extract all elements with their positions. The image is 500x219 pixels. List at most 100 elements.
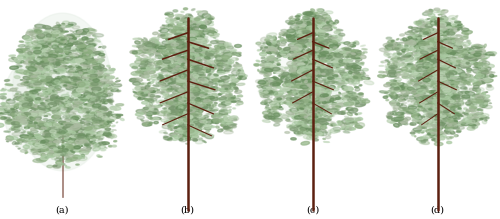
Ellipse shape xyxy=(260,70,266,73)
Ellipse shape xyxy=(22,98,24,99)
Ellipse shape xyxy=(468,113,476,117)
Ellipse shape xyxy=(64,123,70,126)
Ellipse shape xyxy=(193,84,199,87)
Ellipse shape xyxy=(416,104,424,107)
Ellipse shape xyxy=(184,124,193,128)
Ellipse shape xyxy=(72,140,81,143)
Ellipse shape xyxy=(18,113,24,117)
Ellipse shape xyxy=(312,117,315,119)
Ellipse shape xyxy=(174,44,179,46)
Ellipse shape xyxy=(177,128,182,131)
Ellipse shape xyxy=(418,71,424,74)
Ellipse shape xyxy=(110,103,112,104)
Ellipse shape xyxy=(386,65,394,68)
Ellipse shape xyxy=(332,81,336,83)
Ellipse shape xyxy=(185,88,192,91)
Ellipse shape xyxy=(76,66,80,68)
Ellipse shape xyxy=(448,43,452,44)
Ellipse shape xyxy=(452,42,460,46)
Ellipse shape xyxy=(181,87,182,88)
Ellipse shape xyxy=(80,140,88,143)
Ellipse shape xyxy=(476,54,482,56)
Ellipse shape xyxy=(412,95,414,96)
Ellipse shape xyxy=(230,75,234,77)
Ellipse shape xyxy=(444,61,447,63)
Ellipse shape xyxy=(204,45,208,47)
Ellipse shape xyxy=(139,64,146,67)
Ellipse shape xyxy=(214,65,222,69)
Ellipse shape xyxy=(340,111,344,113)
Ellipse shape xyxy=(52,102,54,104)
Ellipse shape xyxy=(435,76,443,80)
Ellipse shape xyxy=(44,67,50,70)
Ellipse shape xyxy=(380,91,387,93)
Ellipse shape xyxy=(470,50,473,51)
Ellipse shape xyxy=(27,85,30,86)
Ellipse shape xyxy=(303,61,306,62)
Ellipse shape xyxy=(17,64,20,65)
Ellipse shape xyxy=(476,97,484,100)
Ellipse shape xyxy=(187,72,190,74)
Ellipse shape xyxy=(432,131,438,133)
Ellipse shape xyxy=(401,48,409,52)
Ellipse shape xyxy=(433,68,434,69)
Ellipse shape xyxy=(352,95,355,97)
Ellipse shape xyxy=(432,100,441,102)
Ellipse shape xyxy=(174,42,178,44)
Ellipse shape xyxy=(320,71,326,73)
Ellipse shape xyxy=(428,28,436,34)
Ellipse shape xyxy=(460,74,467,78)
Ellipse shape xyxy=(76,135,82,138)
Ellipse shape xyxy=(184,119,191,123)
Ellipse shape xyxy=(58,59,65,63)
Ellipse shape xyxy=(175,94,180,95)
Ellipse shape xyxy=(100,65,104,67)
Ellipse shape xyxy=(16,146,18,147)
Ellipse shape xyxy=(304,11,311,14)
Ellipse shape xyxy=(457,130,461,132)
Ellipse shape xyxy=(286,85,292,88)
Ellipse shape xyxy=(90,74,97,77)
Ellipse shape xyxy=(78,139,88,142)
Ellipse shape xyxy=(312,92,316,94)
Ellipse shape xyxy=(80,42,82,45)
Ellipse shape xyxy=(470,106,477,109)
Ellipse shape xyxy=(181,61,184,63)
Ellipse shape xyxy=(266,102,268,103)
Ellipse shape xyxy=(415,58,420,60)
Ellipse shape xyxy=(298,90,305,94)
Ellipse shape xyxy=(406,78,408,79)
Ellipse shape xyxy=(79,56,82,58)
Ellipse shape xyxy=(186,93,194,96)
Ellipse shape xyxy=(85,151,89,153)
Ellipse shape xyxy=(58,37,63,40)
Ellipse shape xyxy=(68,138,76,141)
Ellipse shape xyxy=(327,81,335,84)
Ellipse shape xyxy=(22,140,28,142)
Ellipse shape xyxy=(70,57,73,58)
Ellipse shape xyxy=(189,60,192,62)
Ellipse shape xyxy=(188,110,196,113)
Ellipse shape xyxy=(38,136,46,139)
Ellipse shape xyxy=(301,43,305,46)
Ellipse shape xyxy=(143,95,145,97)
Ellipse shape xyxy=(444,88,448,90)
Ellipse shape xyxy=(396,74,401,76)
Ellipse shape xyxy=(428,58,430,60)
Ellipse shape xyxy=(418,92,422,95)
Ellipse shape xyxy=(70,79,78,84)
Ellipse shape xyxy=(434,30,438,33)
Ellipse shape xyxy=(71,94,78,98)
Ellipse shape xyxy=(316,44,319,47)
Ellipse shape xyxy=(56,97,58,98)
Ellipse shape xyxy=(286,96,291,97)
Ellipse shape xyxy=(451,84,454,85)
Ellipse shape xyxy=(87,73,91,74)
Ellipse shape xyxy=(190,106,198,109)
Ellipse shape xyxy=(430,47,434,49)
Ellipse shape xyxy=(288,66,292,67)
Ellipse shape xyxy=(454,45,462,49)
Ellipse shape xyxy=(294,28,298,31)
Ellipse shape xyxy=(34,125,40,129)
Ellipse shape xyxy=(302,57,310,62)
